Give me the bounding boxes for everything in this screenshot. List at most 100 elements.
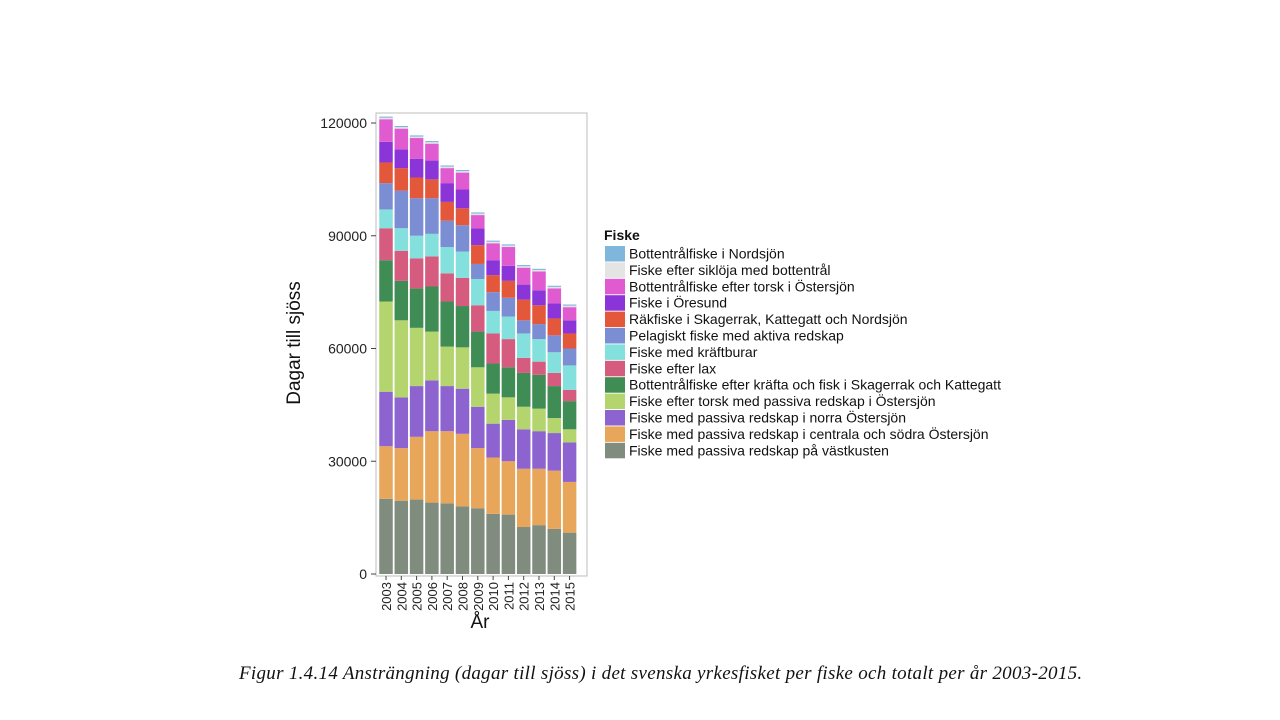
x-tick-label: 2015: [563, 582, 578, 611]
bar-segment-2011-series-1: [501, 461, 516, 515]
bar-segment-2006-series-5: [425, 256, 439, 287]
bar-segment-2008-series-6: [455, 251, 470, 278]
legend-swatch: [605, 262, 625, 278]
bar-segment-2010-series-11: [486, 241, 500, 244]
bar-segment-2011-series-2: [501, 419, 516, 462]
bar-segment-2004-series-9: [394, 149, 409, 169]
bar-segment-2004-series-4: [394, 280, 409, 321]
bar-segment-2004-series-3: [394, 320, 409, 398]
bar-segment-2014-series-2: [547, 433, 562, 471]
bar-segment-2008-series-7: [455, 225, 470, 252]
bar-segment-2008-series-3: [455, 347, 470, 389]
y-tick-label: 60000: [328, 341, 367, 357]
bar-segment-2009-series-10: [471, 215, 485, 229]
bar-segment-2014-series-3: [547, 418, 562, 434]
bar-segment-2014-series-8: [547, 318, 562, 336]
bar-segment-2005-series-5: [409, 258, 424, 289]
legend-swatch: [605, 360, 625, 377]
bar-segment-2003-series-11: [379, 117, 393, 120]
bar-segment-2015-series-9: [562, 320, 577, 334]
bar-segment-2011-series-5: [501, 339, 516, 368]
bar-segment-2008-series-10: [455, 172, 470, 190]
bar-segment-2006-series-12: [425, 141, 439, 143]
bar-segment-2007-series-11: [440, 166, 454, 169]
bar-segment-2013-series-10: [532, 271, 546, 291]
bar-segment-2010-series-6: [486, 310, 500, 334]
bar-segment-2012-series-12: [516, 265, 531, 267]
bar-segment-2004-series-11: [394, 127, 409, 129]
bar-segment-2006-series-7: [425, 198, 439, 234]
bar-segment-2007-series-9: [440, 183, 454, 202]
bar-segment-2009-series-0: [471, 508, 485, 574]
legend-label: Bottentrålfiske i Nordsjön: [629, 246, 785, 262]
bar-segment-2009-series-6: [471, 278, 485, 306]
y-axis: 0 30000 60000 90000 120000: [320, 115, 376, 582]
bar-segment-2010-series-2: [486, 423, 500, 458]
bar-segment-2013-series-1: [532, 468, 546, 526]
legend-label: Fiske efter torsk med passiva redskap i …: [629, 392, 936, 409]
bar-segment-2014-series-9: [547, 303, 562, 319]
bar-segment-2003-series-5: [379, 228, 393, 261]
x-tick-label: 2011: [501, 582, 516, 610]
bar-segment-2011-series-0: [501, 514, 516, 574]
bar-segment-2009-series-9: [471, 228, 485, 246]
bar-segment-2011-series-10: [501, 247, 516, 266]
bar-segment-2015-series-7: [562, 348, 577, 366]
bar-segment-2005-series-6: [409, 235, 424, 259]
bar-segment-2004-series-12: [394, 126, 409, 128]
bar-segment-2008-series-8: [455, 208, 470, 226]
legend-swatch: [605, 344, 625, 360]
bar-segment-2010-series-9: [486, 260, 500, 276]
bar-segment-2005-series-8: [409, 177, 424, 199]
bar-segment-2006-series-9: [425, 160, 439, 180]
bar-segment-2003-series-8: [379, 162, 393, 184]
bar-segment-2006-series-1: [425, 431, 439, 503]
x-axis: 2003 2004 2005 2006 2007 2008 2009 2010 2011 2012…: [379, 576, 578, 611]
bar-segment-2012-series-0: [516, 527, 531, 574]
legend-swatch: [605, 246, 625, 262]
bar-segment-2014-series-12: [547, 285, 562, 287]
bar-segment-2008-series-12: [455, 169, 470, 172]
x-tick-label: 2014: [547, 582, 562, 611]
bar-segment-2012-series-10: [516, 267, 531, 285]
bar-segment-2015-series-4: [562, 401, 577, 430]
bar-segment-2013-series-6: [532, 339, 546, 362]
bar-segment-2006-series-0: [425, 502, 439, 574]
bar-segment-2009-series-8: [471, 245, 485, 264]
bar-segment-2014-series-1: [547, 470, 562, 529]
bar-segment-2007-series-0: [440, 503, 454, 574]
bar-segment-2004-series-1: [394, 448, 409, 501]
bar-segment-2009-series-2: [471, 406, 485, 449]
bar-segment-2013-series-8: [532, 305, 546, 325]
legend-label: Fiske i Öresund: [629, 294, 727, 311]
bar-segment-2006-series-6: [425, 233, 439, 257]
bar-segment-2014-series-10: [547, 288, 562, 304]
bar-segment-2005-series-4: [409, 288, 424, 328]
bar-segment-2007-series-10: [440, 168, 454, 184]
bar-segment-2015-series-10: [562, 307, 577, 321]
bar-segment-2014-series-5: [547, 372, 562, 387]
x-tick-label: 2003: [379, 582, 394, 611]
bar-segment-2014-series-7: [547, 335, 562, 353]
bar-segment-2003-series-0: [379, 498, 393, 574]
legend-label: Fiske efter siklöja med bottentrål: [629, 262, 831, 278]
bar-segment-2007-series-5: [440, 273, 454, 302]
bar-segment-2013-series-5: [532, 361, 546, 375]
bar-segment-2003-series-3: [379, 301, 393, 392]
y-tick-label: 0: [359, 566, 367, 582]
legend-swatch: [605, 393, 625, 410]
bar-segment-2011-series-4: [501, 367, 516, 398]
bar-segment-2015-series-0: [562, 532, 577, 574]
bar-segment-2015-series-8: [562, 333, 577, 349]
x-tick-label: 2012: [517, 582, 532, 611]
bar-segment-2008-series-0: [455, 506, 470, 574]
bar-segment-2009-series-11: [471, 213, 485, 216]
legend-label: Fiske med passiva redskap i norra Östers…: [629, 409, 906, 426]
bar-segment-2009-series-5: [471, 305, 485, 332]
bar-segment-2009-series-3: [471, 367, 485, 407]
legend-swatch: [605, 442, 625, 459]
legend-label: Fiske med passiva redskap på västkusten: [629, 442, 889, 458]
bar-segment-2008-series-1: [455, 433, 470, 507]
legend-label: Bottentrålfiske efter kräfta och fisk i …: [629, 377, 1001, 393]
x-axis-label: År: [471, 612, 491, 633]
